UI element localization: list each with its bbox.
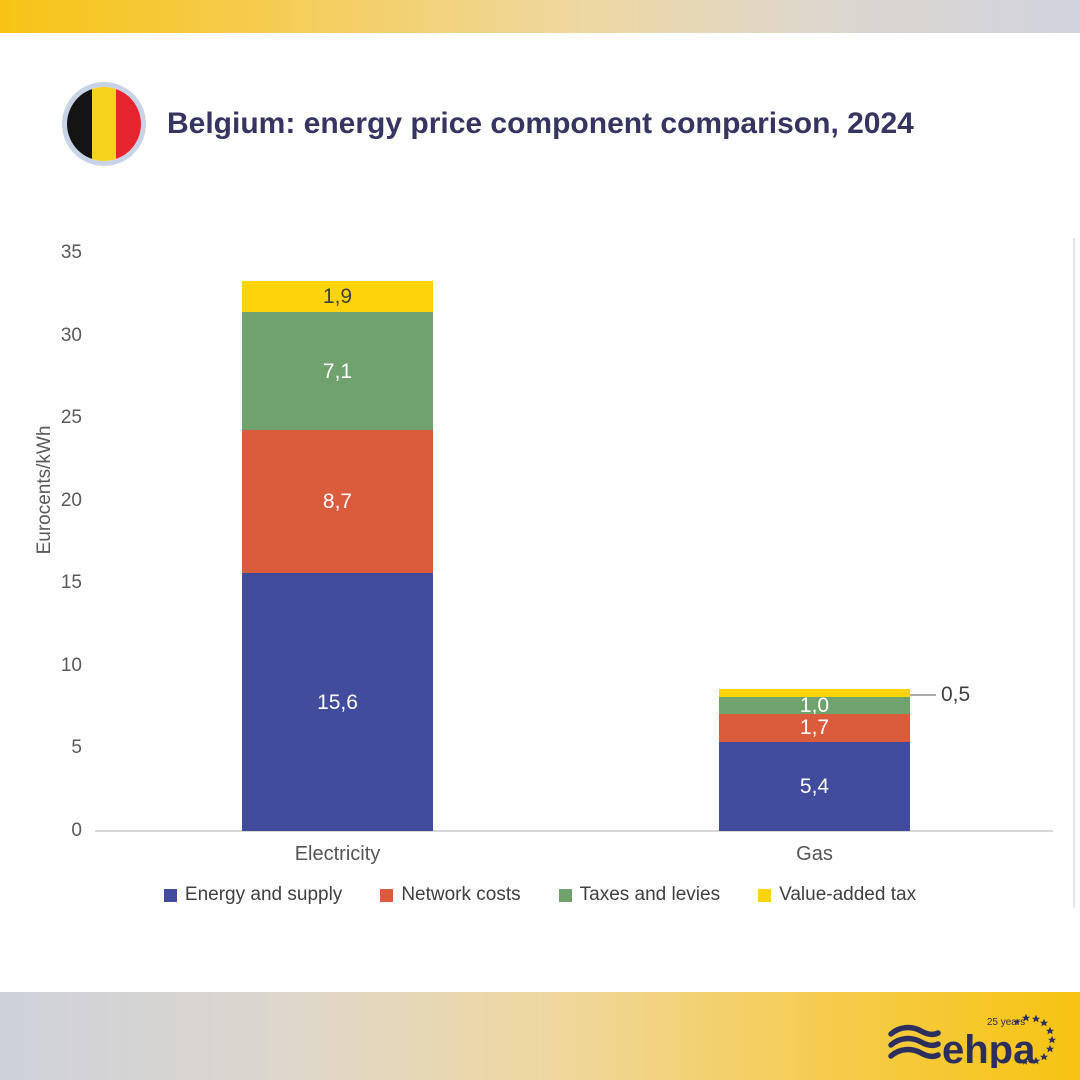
segment-value-label: 15,6 bbox=[317, 690, 358, 714]
legend-label: Taxes and levies bbox=[579, 884, 721, 905]
x-axis-line bbox=[95, 830, 1053, 832]
legend-swatch-icon bbox=[558, 888, 572, 902]
flag-stripe-black bbox=[67, 87, 92, 161]
y-tick-label: 25 bbox=[60, 407, 82, 428]
x-label-electricity: Electricity bbox=[294, 843, 381, 865]
y-tick-label: 15 bbox=[60, 572, 82, 593]
y-tick-label: 5 bbox=[71, 737, 82, 758]
y-tick-label: 0 bbox=[71, 820, 82, 841]
segment-value-label: 8,7 bbox=[322, 490, 353, 514]
y-tick-label: 20 bbox=[60, 490, 82, 511]
segment-value-label: 7,1 bbox=[322, 359, 353, 383]
segment-value-added-tax bbox=[719, 688, 910, 698]
segment-taxes-and-levies: 7,1 bbox=[242, 312, 433, 430]
y-tick-label: 35 bbox=[60, 242, 82, 263]
callout-value-label: 0,5 bbox=[941, 683, 971, 706]
legend-label: Value-added tax bbox=[779, 884, 917, 905]
legend-swatch-icon bbox=[380, 888, 394, 902]
segment-network-costs: 1,7 bbox=[719, 713, 910, 742]
segment-value-label: 1,9 bbox=[322, 285, 353, 309]
legend-item-value-added-tax: Value-added tax bbox=[758, 884, 916, 906]
segment-network-costs: 8,7 bbox=[242, 429, 433, 574]
segment-value-label: 1,0 bbox=[799, 693, 830, 717]
segment-energy-and-supply: 15,6 bbox=[242, 573, 433, 831]
x-label-gas: Gas bbox=[796, 843, 833, 865]
legend-label: Network costs bbox=[401, 884, 521, 905]
callout-line bbox=[910, 694, 936, 696]
legend-swatch-icon bbox=[163, 888, 177, 902]
gas-bar: 5,4 1,7 1,0 bbox=[719, 688, 910, 831]
legend-item-network-costs: Network costs bbox=[380, 884, 521, 906]
legend-swatch-icon bbox=[758, 888, 772, 902]
chart-legend: Energy and supply Network costs Taxes an… bbox=[0, 884, 1080, 906]
ehpa-25-years-label: 25 years bbox=[987, 1017, 1025, 1028]
belgium-flag-icon bbox=[62, 82, 146, 166]
legend-item-taxes-and-levies: Taxes and levies bbox=[558, 884, 721, 906]
bottom-gradient-bar bbox=[0, 992, 1080, 1080]
electricity-bar: 15,6 8,7 7,1 1,9 bbox=[242, 281, 433, 831]
y-tick-label: 30 bbox=[60, 325, 82, 346]
flag-stripe-yellow bbox=[91, 87, 117, 161]
segment-value-label: 5,4 bbox=[799, 774, 830, 798]
page-title: Belgium: energy price component comparis… bbox=[167, 107, 914, 140]
segment-energy-and-supply: 5,4 bbox=[719, 741, 910, 831]
top-gradient-bar bbox=[0, 0, 1080, 33]
plot-right-border bbox=[1073, 238, 1075, 908]
segment-value-label: 1,7 bbox=[799, 716, 830, 740]
ehpa-logo: ehpa 25 years bbox=[888, 1013, 1056, 1068]
y-axis-title: Eurocents/kWh bbox=[34, 425, 55, 555]
ehpa-waves-icon bbox=[888, 1024, 941, 1060]
flag-stripe-red bbox=[116, 87, 141, 161]
legend-item-energy-and-supply: Energy and supply bbox=[163, 884, 343, 906]
segment-value-added-tax: 1,9 bbox=[242, 281, 433, 313]
segment-taxes-and-levies: 1,0 bbox=[719, 693, 910, 717]
y-tick-label: 10 bbox=[60, 655, 82, 676]
ehpa-logo-text: ehpa bbox=[942, 1028, 1036, 1068]
legend-label: Energy and supply bbox=[184, 884, 343, 905]
